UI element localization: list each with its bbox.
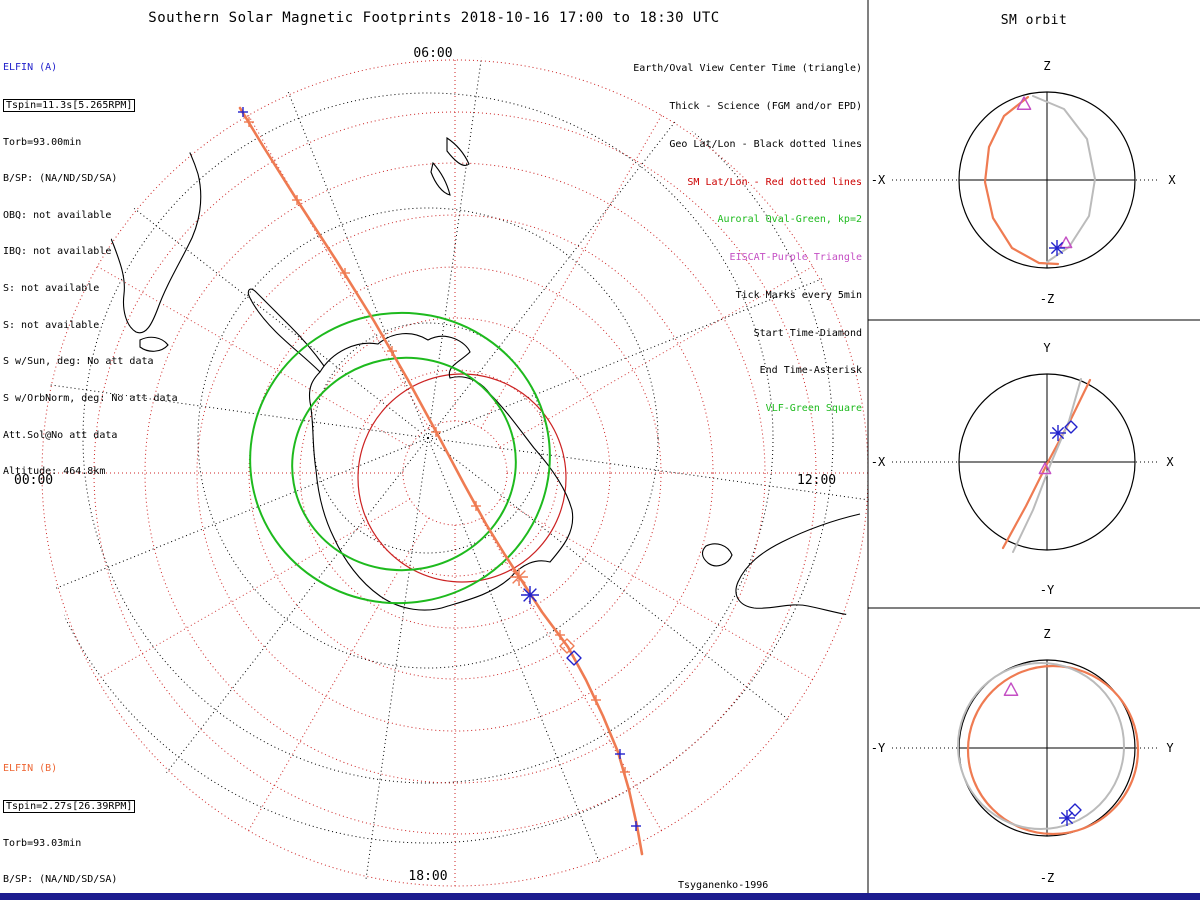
- legend-line-vlf: VLF-Green Square: [765, 403, 862, 415]
- axis-label: 00:00: [14, 473, 53, 488]
- elfin-a-tspin: Tspin=11.3s[5.265RPM]: [3, 99, 136, 113]
- axis-label: Y: [1043, 341, 1051, 355]
- legend-line-thick-science: Thick - Science (FGM and/or EPD): [669, 100, 862, 112]
- sm-orbit-title: SM orbit: [1000, 13, 1068, 28]
- credits: Tsyganenko-1996 Created: Sun Jan 29 08:4…: [678, 856, 877, 900]
- elfin-b-name: ELFIN (B): [3, 763, 58, 775]
- legend-line-auroral-oval: Auroral Oval-Green, kp=2: [717, 214, 863, 226]
- coastline: [245, 83, 265, 94]
- elfin-a-torb: Torb=93.00min: [3, 136, 82, 148]
- orbit-panel-xy: Y -Y -X X: [871, 341, 1175, 597]
- coastline: [139, 336, 169, 352]
- plot-title: Southern Solar Magnetic Footprints 2018-…: [148, 10, 720, 26]
- panel-dividers: [867, 0, 1200, 893]
- axis-label: Y: [1166, 741, 1174, 755]
- map-legend: Earth/Oval View Center Time (triangle) T…: [633, 38, 862, 441]
- legend-line-eiscat: EISCAT-Purple Triangle: [729, 252, 862, 264]
- elfin-a-attsol: Att.Sol@No att data: [3, 429, 118, 441]
- auroral-oval-ring: [249, 311, 551, 605]
- coastline: [247, 288, 325, 373]
- axis-label: 06:00: [413, 46, 452, 61]
- axis-label: X: [1166, 455, 1174, 469]
- legend-line-sm-latlon: SM Lat/Lon - Red dotted lines: [687, 176, 862, 188]
- elfin-a-obq: OBQ: not available: [3, 209, 112, 221]
- auroral-oval: [249, 311, 551, 605]
- elfin-a-name: ELFIN (A): [3, 62, 58, 74]
- axis-label: 18:00: [408, 869, 447, 884]
- footprint-track: [238, 106, 644, 856]
- elfin-a-tspin-row: Tspin=11.3s[5.265RPM]: [3, 99, 178, 113]
- coastline: [289, 68, 309, 81]
- axis-label: X: [1168, 173, 1176, 187]
- orbit-curve: [966, 664, 1140, 836]
- coastline: [701, 543, 733, 567]
- elfin-b-bsp: B/SP: (NA/ND/SD/SA): [3, 874, 118, 886]
- legend-line-start-time: Start Time-Diamond: [753, 327, 862, 339]
- elfin-a-altitude: Altitude: 464.8km: [3, 466, 106, 478]
- elfin-b-info-panel: ELFIN (B) Tspin=2.27s[26.39RPM] Torb=93.…: [3, 739, 178, 900]
- elfin-a-orbnorm: S w/OrbNorm, deg: No att data: [3, 392, 178, 404]
- legend-line-center-time: Earth/Oval View Center Time (triangle): [633, 63, 862, 75]
- axis-label: -X: [871, 455, 886, 469]
- axis-label: -Y: [871, 741, 886, 755]
- legend-line-tick-marks: Tick Marks every 5min: [735, 289, 862, 301]
- elfin-a-s2: S: not available: [3, 319, 100, 331]
- orbit-panel-yz: Z -Z -Y Y: [871, 627, 1175, 885]
- axis-label: -Y: [1040, 583, 1055, 597]
- axis-label: Z: [1043, 627, 1050, 641]
- legend-line-geo-latlon: Geo Lat/Lon - Black dotted lines: [669, 138, 862, 150]
- coastline: [308, 333, 574, 611]
- elfin-a-ibq: IBQ: not available: [3, 246, 112, 258]
- axis-label: -Z: [1040, 871, 1054, 885]
- mlt-labels: 06:00 00:00 12:00 18:00: [14, 46, 836, 884]
- axis-label: Z: [1043, 59, 1050, 73]
- axis-label: -Z: [1040, 292, 1054, 306]
- legend-line-end-time: End Time-Asterisk: [759, 365, 862, 377]
- model-label: Tsyganenko-1996: [678, 880, 769, 892]
- elfin-b-torb: Torb=93.03min: [3, 837, 82, 849]
- sm-grid: [41, 59, 869, 887]
- coastline: [430, 161, 451, 196]
- elfin-a-s1: S: not available: [3, 283, 100, 295]
- elfin-b-tspin-row: Tspin=2.27s[26.39RPM]: [3, 800, 178, 814]
- orbit-panel-xz: Z -Z -X X: [871, 59, 1177, 306]
- orbit-curve: [957, 662, 1125, 830]
- coastline: [735, 513, 863, 617]
- elfin-b-tspin: Tspin=2.27s[26.39RPM]: [3, 800, 136, 814]
- bottom-bar: [0, 893, 1200, 900]
- axis-label: 12:00: [797, 473, 836, 488]
- elfin-a-sun: S w/Sun, deg: No att data: [3, 356, 154, 368]
- coastline: [446, 136, 470, 166]
- axis-label: -X: [871, 173, 886, 187]
- auroral-oval-ring: [291, 356, 517, 572]
- elfin-a-bsp: B/SP: (NA/ND/SD/SA): [3, 173, 118, 185]
- elfin-a-info-panel: ELFIN (A) Tspin=11.3s[5.265RPM] Torb=93.…: [3, 38, 178, 503]
